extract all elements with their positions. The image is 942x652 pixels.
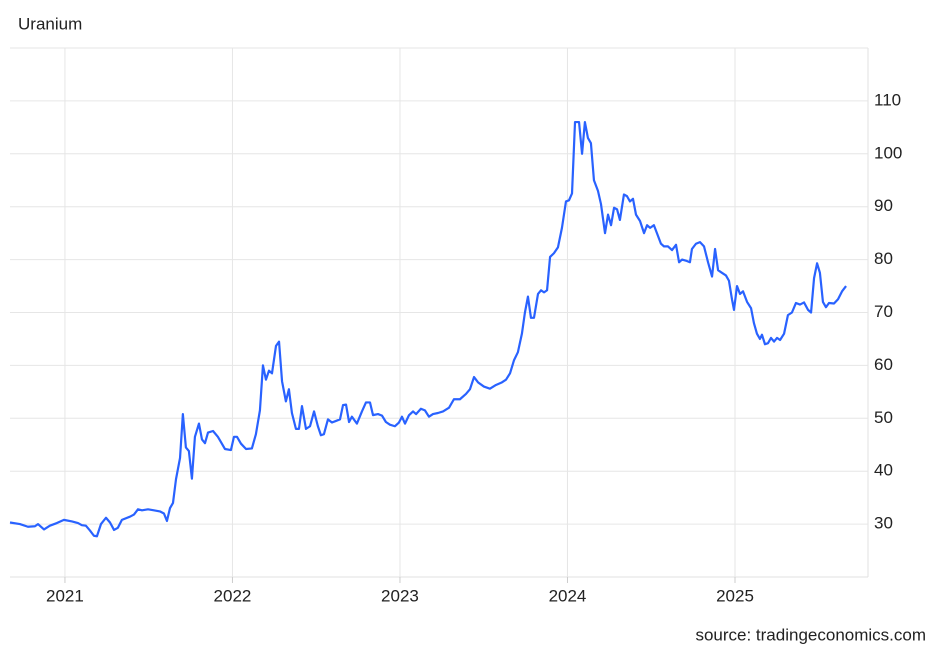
y-tick-label: 30 <box>874 514 893 533</box>
y-tick-label: 80 <box>874 249 893 268</box>
y-tick-label: 90 <box>874 196 893 215</box>
source-note: source: tradingeconomics.com <box>695 625 926 644</box>
y-tick-label: 40 <box>874 461 893 480</box>
y-tick-label: 110 <box>874 90 901 109</box>
chart-title: Uranium <box>18 14 82 33</box>
y-tick-label: 50 <box>874 408 893 427</box>
x-tick-label: 2025 <box>716 586 754 605</box>
price-line <box>9 120 847 538</box>
x-tick-label: 2022 <box>214 586 252 605</box>
y-tick-label: 100 <box>874 143 902 162</box>
x-tick-label: 2023 <box>381 586 419 605</box>
x-tick-label: 2024 <box>549 586 587 605</box>
y-tick-label: 60 <box>874 355 893 374</box>
y-tick-label: 70 <box>874 302 893 321</box>
x-tick-label: 2021 <box>46 586 84 605</box>
